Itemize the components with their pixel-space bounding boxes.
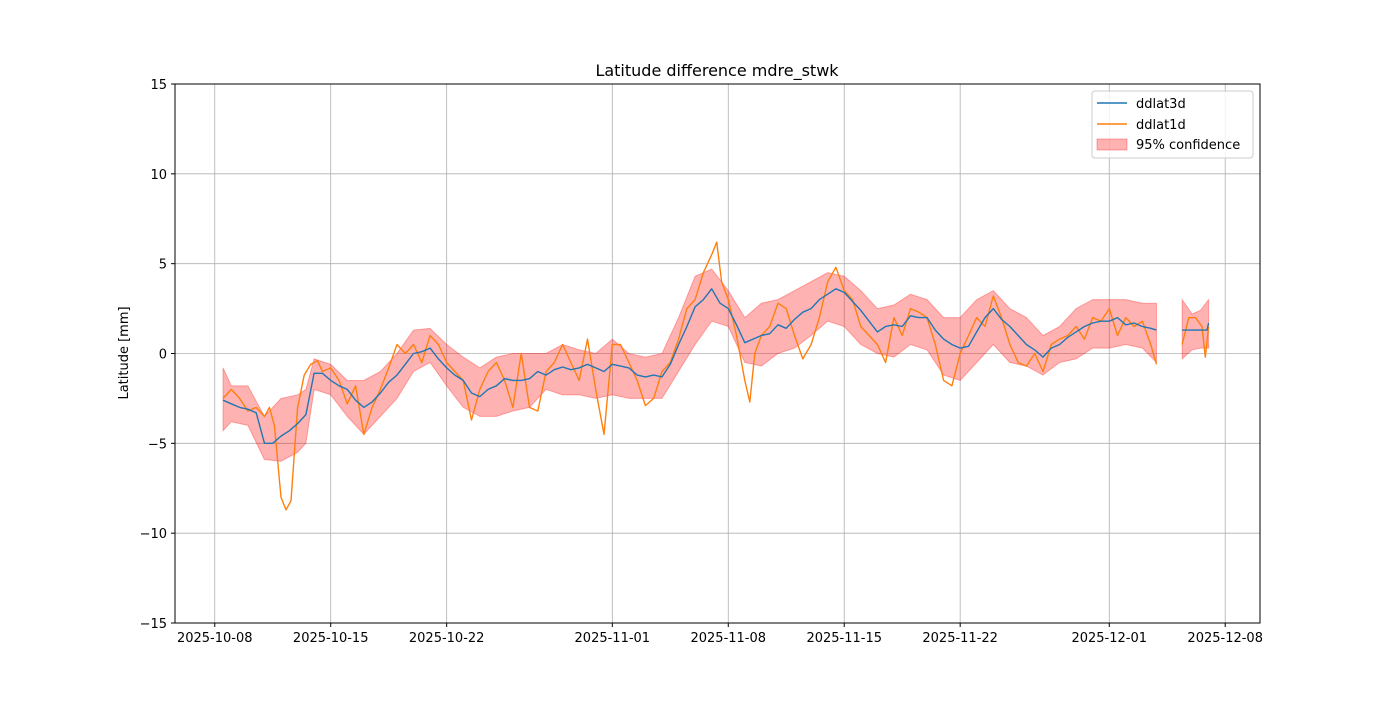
y-tick-label: 10 (150, 168, 167, 183)
legend-label-ddlat1d: ddlat1d (1136, 118, 1186, 133)
x-tick-label: 2025-11-22 (922, 631, 998, 646)
x-tick-label: 2025-11-15 (806, 631, 882, 646)
y-tick-label: 15 (150, 78, 167, 93)
legend: ddlat3d ddlat1d 95% confidence (1091, 90, 1254, 159)
legend-label-ddlat3d: ddlat3d (1136, 97, 1186, 112)
x-tick-label: 2025-11-08 (690, 631, 766, 646)
y-tick-label: 5 (159, 258, 167, 273)
x-tick-label: 2025-11-01 (575, 631, 651, 646)
y-tick-label: −10 (140, 527, 167, 542)
y-tick-label: 0 (159, 348, 167, 363)
x-tick-label: 2025-12-08 (1187, 631, 1263, 646)
x-tick-label: 2025-10-08 (177, 631, 253, 646)
confidence-band-segment (1181, 297, 1210, 361)
ticks: 2025-10-08 2025-10-15 2025-10-22 2025-11-01… (140, 78, 1263, 646)
series-line-ddlat3d (222, 288, 1210, 444)
series-lines (222, 241, 1210, 511)
chart-title: Latitude difference mdre_stwk (595, 61, 839, 81)
x-tick-label: 2025-10-22 (409, 631, 485, 646)
y-tick-label: −15 (140, 617, 167, 632)
y-tick-label: −5 (148, 437, 167, 452)
series-line-ddlat1d (222, 241, 1210, 511)
x-tick-label: 2025-12-01 (1071, 631, 1147, 646)
legend-label-confidence: 95% confidence (1136, 138, 1240, 153)
legend-box (1091, 90, 1254, 159)
legend-swatch-confidence (1096, 138, 1128, 151)
x-tick-label: 2025-10-15 (293, 631, 369, 646)
y-axis-label: Latitude [mm] (117, 306, 132, 399)
